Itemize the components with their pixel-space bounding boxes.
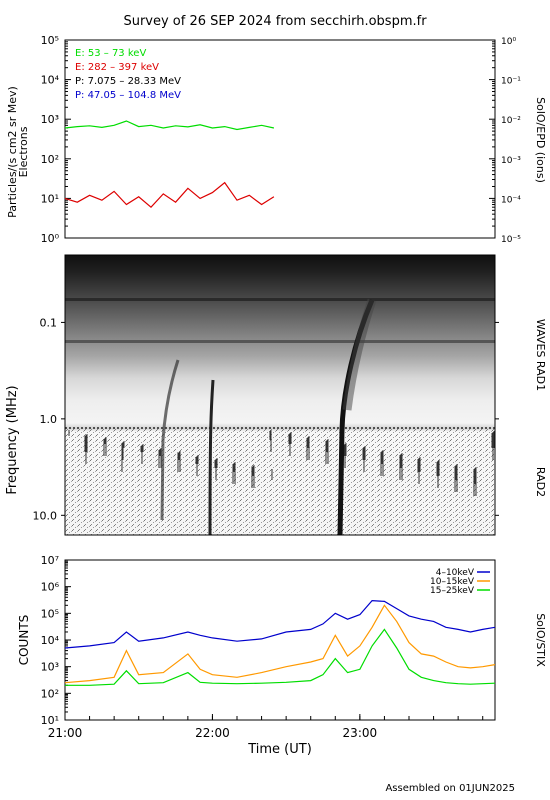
burst-1	[160, 359, 180, 521]
particles-y-tick-label: 10⁵	[41, 34, 59, 47]
particles-ylabel: Particles/(s cm2 sr Mev)	[6, 86, 19, 218]
stix-y-tick-label: 10³	[41, 661, 59, 674]
particles-y-tick-label: 10³	[41, 113, 59, 126]
particles-y2-ticks: 10⁻⁵ 10⁻⁴ 10⁻³ 10⁻² 10⁻¹ 10⁰	[489, 37, 521, 245]
particles-lines	[64, 120, 275, 209]
particles-legend-entry: P: 7.075 – 28.33 MeV	[75, 76, 181, 87]
burst-2	[208, 379, 215, 536]
particles-y-tick-label: 10⁰	[41, 232, 60, 245]
radio-right-label-top: WAVES RAD1	[534, 319, 547, 391]
stix-y-tick-label: 10⁶	[41, 581, 60, 594]
stix-y-tick-label: 10⁴	[41, 634, 60, 647]
stix-x-ticks: 21:00 22:00 23:00	[48, 714, 484, 740]
particles-legend-entry: E: 282 – 397 keV	[75, 62, 159, 73]
particles-y2-tick-label: 10⁻¹	[501, 77, 521, 87]
stix-series-0	[64, 599, 496, 649]
stix-x-tick-label: 23:00	[343, 726, 378, 740]
radio-frame	[64, 254, 496, 536]
stix-legend-label: 10–15keV	[430, 577, 475, 587]
particles-legend: E: 53 – 73 keV E: 282 – 397 keV P: 7.075 –…	[75, 48, 181, 101]
particles-legend-entry: P: 47.05 – 104.8 MeV	[75, 90, 181, 101]
particles-y-tick-label: 10¹	[41, 192, 59, 205]
radio-band-2	[65, 340, 495, 343]
particles-ylabel2: Electrons	[17, 126, 30, 177]
stix-y-tick-label: 10¹	[41, 714, 59, 727]
particles-series-0	[64, 120, 275, 131]
particles-y-tick-label: 10⁴	[41, 74, 60, 87]
particles-y2-tick-label: 10⁻⁴	[501, 195, 521, 205]
particles-y2-tick-label: 10⁻²	[501, 116, 521, 126]
stix-x-tick-label: 22:00	[195, 726, 230, 740]
particles-y-tick-label: 10²	[41, 153, 59, 166]
particles-y2-tick-label: 10⁻³	[501, 156, 521, 166]
radio-ylabel: Frequency (MHz)	[5, 385, 20, 494]
radio-tick-marks	[68, 430, 495, 496]
radio-tick-label: 0.1	[40, 316, 58, 329]
stix-series-1	[64, 604, 496, 684]
stix-right-label: SolO/STIX	[534, 613, 547, 667]
stix-ylabel: COUNTS	[17, 615, 31, 666]
stix-y-tick-label: 10²	[41, 687, 59, 700]
x-axis-label: Time (UT)	[247, 742, 312, 757]
radio-rad2-noise	[65, 428, 495, 535]
radio-panel: 0.1 1.0 10.0 Frequency (MHz) WAVES RAD1 RA…	[5, 254, 547, 536]
stix-y-ticks: 10¹ 10² 10³ 10⁴ 10⁵ 10⁶ 10⁷	[41, 554, 71, 727]
stix-y-tick-label: 10⁵	[41, 607, 59, 620]
stix-lines	[64, 599, 496, 686]
burst-3-halo	[342, 298, 377, 411]
particles-y2-tick-label: 10⁰	[501, 37, 516, 47]
stix-legend-label: 15–25keV	[430, 586, 475, 596]
stix-panel: 10¹ 10² 10³ 10⁴ 10⁵ 10⁶ 10⁷ 21:00 22:00 23:00 4–…	[17, 554, 547, 757]
stix-x-tick-label: 21:00	[48, 726, 83, 740]
particles-y-ticks: 10⁰ 10¹ 10² 10³ 10⁴ 10⁵	[41, 34, 71, 245]
radio-right-label-bottom: RAD2	[534, 467, 547, 497]
particles-y2-tick-label: 10⁻⁵	[501, 235, 521, 245]
stix-series-2	[65, 628, 496, 686]
stix-y-tick-label: 10⁷	[41, 554, 59, 567]
particles-frame	[64, 39, 496, 239]
stix-legend-label: 4–10keV	[436, 568, 475, 578]
footer-text: Assembled on 01JUN2025	[385, 783, 515, 794]
radio-tick-label: 1.0	[40, 413, 58, 426]
radio-tick-label: 10.0	[33, 509, 58, 522]
chart-title: Survey of 26 SEP 2024 from secchirh.obsp…	[123, 14, 427, 29]
particles-legend-entry: E: 53 – 73 keV	[75, 48, 146, 59]
particles-right-label: SolO/EPD (ions)	[534, 97, 547, 183]
radio-y-ticks: 0.1 1.0 10.0	[33, 316, 499, 522]
particles-series-1	[64, 181, 275, 209]
radio-band-1	[65, 298, 495, 301]
